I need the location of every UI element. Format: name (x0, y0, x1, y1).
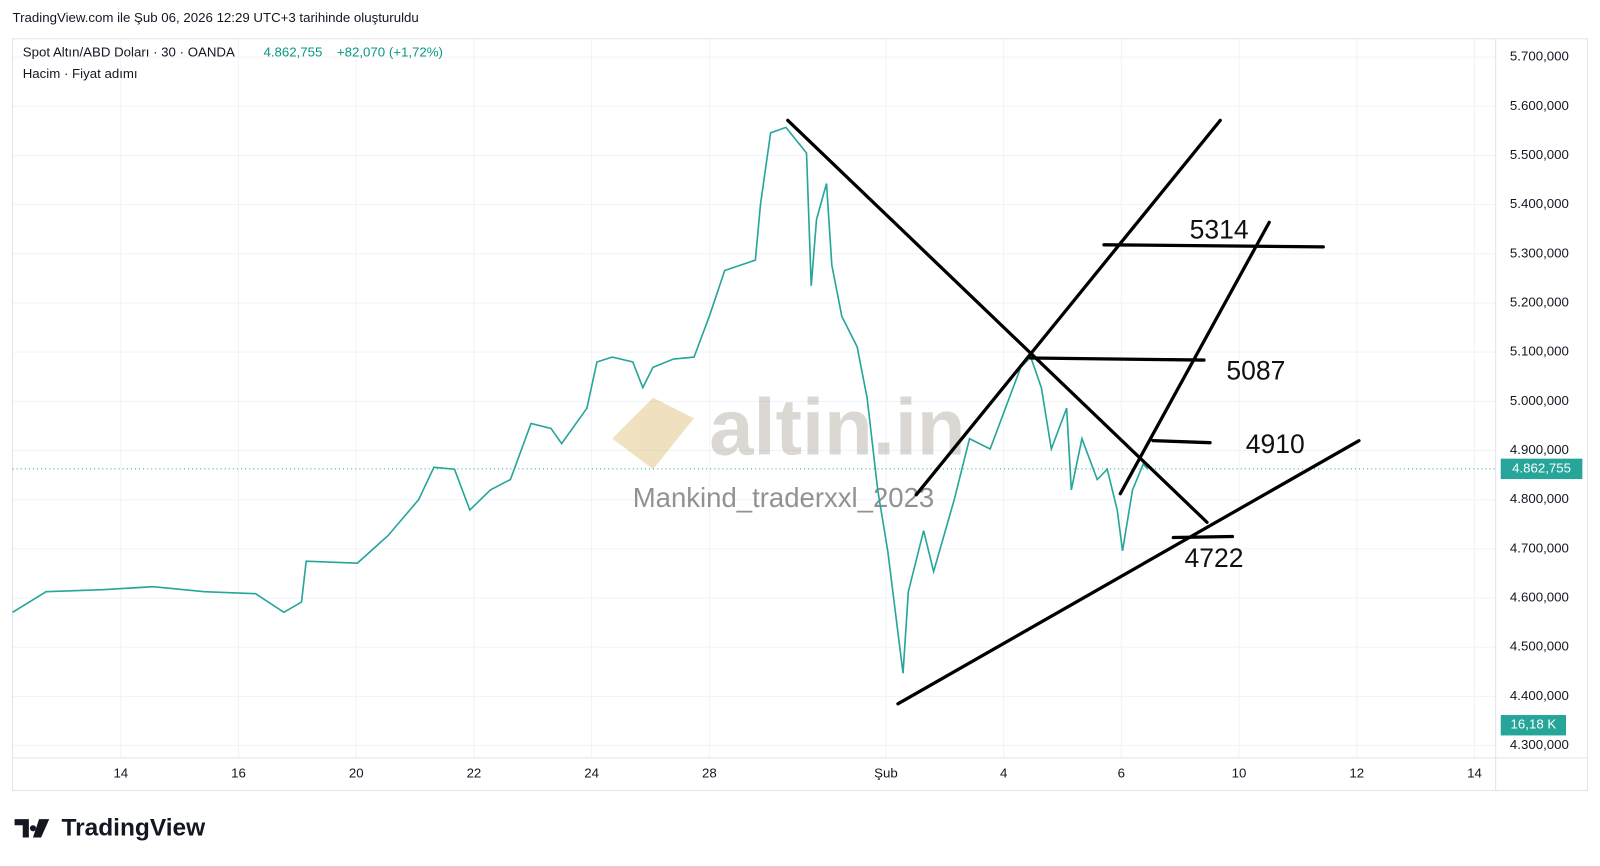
x-tick-label: 22 (467, 766, 482, 781)
annotation: 4722 (1185, 543, 1244, 573)
level-line (1171, 534, 1235, 540)
volume-badge (1500, 715, 1567, 736)
chart-frame (12, 38, 1588, 792)
x-tick-label: 6 (1118, 766, 1125, 781)
level-line (1151, 439, 1212, 445)
y-tick-label: 5.000,000 (1510, 393, 1569, 408)
y-tick-label: 4.400,000 (1510, 688, 1569, 703)
y-tick-label: 4.800,000 (1510, 491, 1569, 506)
y-tick-label: 4.900,000 (1510, 442, 1569, 457)
price-change: +82,070 (+1,72%) (337, 45, 443, 60)
brand-name: TradingView (62, 815, 207, 842)
price-line (12, 126, 1149, 674)
y-tick-label: 5.200,000 (1510, 294, 1569, 309)
brand: TradingView (14, 815, 207, 842)
x-tick-label: 28 (702, 766, 717, 781)
annotation: 4910 (1246, 429, 1305, 459)
annotation: 5314 (1190, 215, 1249, 245)
annotation: 5087 (1226, 355, 1285, 385)
watermark-user: Mankind_traderxxl_2023 (633, 482, 935, 513)
y-tick-label: 4.500,000 (1510, 639, 1569, 654)
trend-line (914, 118, 1222, 497)
last-price-badge (1500, 458, 1583, 480)
trend-line (1118, 220, 1271, 496)
watermark-logo (612, 397, 694, 470)
grid (12, 38, 1496, 758)
x-tick-label: Şub (874, 766, 898, 781)
brand-logo (14, 819, 50, 838)
x-tick-label: 10 (1232, 766, 1247, 781)
y-tick-label: 4.700,000 (1510, 540, 1569, 555)
last-price-badge-label: 4.862,755 (1512, 460, 1571, 475)
last-price: 4.862,755 (263, 45, 322, 60)
subtitle: Hacim · Fiyat adımı (23, 66, 138, 81)
watermark-text: altin.in (709, 383, 965, 472)
x-tick-label: 16 (231, 766, 246, 781)
x-tick-label: 12 (1349, 766, 1364, 781)
level-line (1102, 243, 1325, 249)
y-tick-label: 4.600,000 (1510, 590, 1569, 605)
volume-label: 16,18 K (1511, 717, 1557, 732)
plot: 4.862,755 (12, 126, 1583, 674)
y-tick-label: 5.300,000 (1510, 245, 1569, 260)
drawings (786, 118, 1361, 706)
y-tick-label: 5.600,000 (1510, 98, 1569, 113)
y-tick-label: 5.100,000 (1510, 344, 1569, 359)
level-line (1028, 356, 1206, 362)
y-tick-label: 5.700,000 (1510, 49, 1569, 64)
x-tick-label: 14 (1467, 766, 1482, 781)
x-tick-label: 4 (1000, 766, 1007, 781)
x-tick-label: 20 (349, 766, 364, 781)
y-tick-label: 5.400,000 (1510, 196, 1569, 211)
trend-line (896, 439, 1361, 706)
watermark: altin.in (612, 383, 966, 472)
trend-line (786, 118, 1209, 524)
y-tick-label: 5.500,000 (1510, 147, 1569, 162)
x-tick-label: 14 (113, 766, 128, 781)
chart-title: Spot Altın/ABD Doları · 30 · OANDA (23, 45, 235, 60)
x-tick-label: 24 (584, 766, 599, 781)
y-tick-label: 4.300,000 (1510, 737, 1569, 752)
header: TradingView.com ile Şub 06, 2026 12:29 U… (13, 10, 419, 25)
